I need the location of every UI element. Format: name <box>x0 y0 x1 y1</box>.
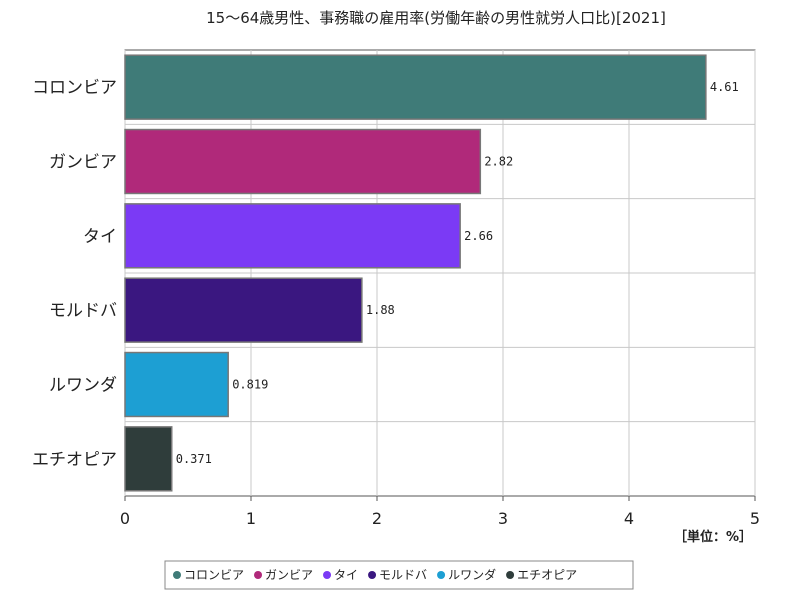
grid-lines <box>124 50 756 496</box>
category-label: モルドバ <box>49 301 117 321</box>
value-label: 2.82 <box>484 155 513 169</box>
bar-2 <box>124 203 461 269</box>
tick-label: 1 <box>246 509 256 528</box>
legend-marker <box>173 571 181 579</box>
tick-label: 5 <box>750 509 760 528</box>
legend-box <box>164 560 634 590</box>
legend-marker <box>323 571 332 579</box>
legend: コロンビア ガンビア タイ モルドバ ルワンダ エチオピア <box>164 560 634 590</box>
legend-entry: コロンビア <box>184 568 244 582</box>
tick-label: 3 <box>498 509 508 528</box>
bar-5 <box>124 426 173 492</box>
legend-entry: エチオピア <box>517 568 577 582</box>
legend-entry: ガンビア <box>265 568 313 582</box>
value-labels: 4.61 2.82 2.66 1.88 0.819 0.371 <box>176 80 739 466</box>
tick-label: 4 <box>624 509 634 528</box>
chart-title: 15～64歳男性、事務職の雇用率(労働年齢の男性就労人口比)[2021] <box>206 9 666 27</box>
bar-1 <box>124 128 482 195</box>
category-label: タイ <box>83 227 117 247</box>
tick-label: 0 <box>120 509 130 528</box>
category-label: ルワンダ <box>49 376 117 396</box>
legend-entry: タイ <box>334 568 358 582</box>
legend-entry: ルワンダ <box>448 567 496 582</box>
category-label: ガンビア <box>49 153 117 173</box>
legend-marker <box>506 571 515 579</box>
legend-marker <box>368 571 377 579</box>
x-axis-ticks: 0 1 2 3 4 5 <box>120 496 760 528</box>
value-label: 2.66 <box>464 229 493 243</box>
legend-marker <box>437 571 446 579</box>
legend-marker <box>254 571 263 579</box>
bar-4 <box>124 351 229 418</box>
category-label: エチオピア <box>32 450 117 470</box>
bar-0 <box>124 54 707 120</box>
value-label: 0.371 <box>176 452 212 466</box>
value-label: 1.88 <box>366 303 395 317</box>
value-label: 0.819 <box>232 378 268 392</box>
value-label: 4.61 <box>710 80 739 94</box>
category-label: コロンビア <box>32 78 117 98</box>
tick-label: 2 <box>372 509 382 528</box>
unit-label: ［単位：%］ <box>674 529 752 545</box>
bars <box>124 54 707 492</box>
bar-3 <box>124 277 363 343</box>
legend-entry: モルドバ <box>379 568 427 582</box>
